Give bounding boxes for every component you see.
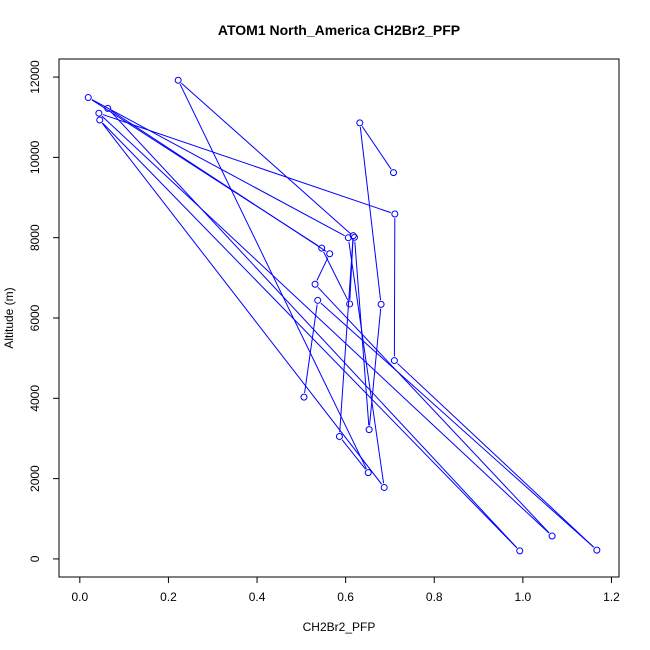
series-line-segment: [102, 114, 392, 214]
series-line-segment: [304, 304, 318, 394]
data-point: [95, 109, 103, 117]
data-point: [346, 300, 354, 308]
y-tick-label: 4000: [28, 385, 42, 412]
data-point: [593, 546, 601, 554]
y-tick-label: 6000: [28, 304, 42, 331]
series-line-segment: [341, 439, 367, 470]
data-point: [174, 76, 182, 84]
series-line-segment: [110, 110, 327, 252]
data-point: [548, 532, 556, 540]
x-tick-label: 0.6: [337, 590, 354, 604]
data-point: [314, 296, 322, 304]
x-tick-label: 0.0: [71, 590, 88, 604]
series-line-segment: [369, 308, 382, 426]
data-point: [300, 393, 308, 401]
data-point: [326, 250, 334, 258]
chart-title: ATOM1 North_America CH2Br2_PFP: [218, 22, 460, 38]
series-line-segment: [320, 302, 595, 548]
data-point: [356, 119, 364, 127]
data-point: [516, 547, 524, 555]
series-line-segment: [323, 251, 349, 301]
y-axis: 0 2000 4000 6000 8000 10000 12000: [28, 60, 60, 562]
y-tick-label: 8000: [28, 224, 42, 251]
series-line-segment: [339, 239, 354, 433]
data-point: [391, 210, 399, 218]
series-line-segment: [101, 123, 383, 485]
data-point: [104, 104, 112, 112]
data-point: [377, 300, 385, 308]
x-tick-label: 0.4: [249, 590, 266, 604]
series-line-segment: [101, 115, 550, 534]
y-tick-label: 10000: [28, 140, 42, 174]
data-point: [344, 234, 352, 242]
series-line-segment: [180, 82, 352, 235]
plot-frame: [58, 58, 620, 578]
data-point: [390, 357, 398, 365]
data-point: [318, 244, 326, 252]
data-point: [380, 483, 388, 491]
y-tick-label: 12000: [28, 60, 42, 94]
y-tick-label: 2000: [28, 465, 42, 492]
series-line-segment: [349, 239, 354, 300]
y-tick-label: 0: [28, 555, 42, 562]
data-point: [335, 432, 343, 440]
series-line-segment: [91, 99, 345, 237]
series-layer: [84, 76, 601, 555]
series-line-segment: [397, 363, 595, 548]
data-point: [84, 94, 92, 102]
x-tick-label: 1.2: [603, 590, 620, 604]
x-axis: 0.0 0.2 0.4 0.6 0.8 1.0 1.2: [71, 576, 620, 604]
data-point: [365, 426, 373, 434]
series-line-segment: [361, 126, 392, 170]
data-point: [311, 280, 319, 288]
data-point: [389, 169, 397, 177]
series-line-segment: [102, 122, 518, 549]
data-point: [364, 469, 372, 477]
series-line-segment: [317, 286, 550, 534]
data-point: [96, 116, 104, 124]
series-line-segment: [316, 257, 329, 281]
x-tick-label: 1.0: [515, 590, 532, 604]
series-line-segment: [359, 126, 382, 301]
y-axis-label: Altitude (m): [2, 287, 16, 348]
x-axis-label: CH2Br2_PFP: [303, 620, 376, 634]
x-tick-label: 0.8: [426, 590, 443, 604]
x-tick-label: 0.2: [160, 590, 177, 604]
